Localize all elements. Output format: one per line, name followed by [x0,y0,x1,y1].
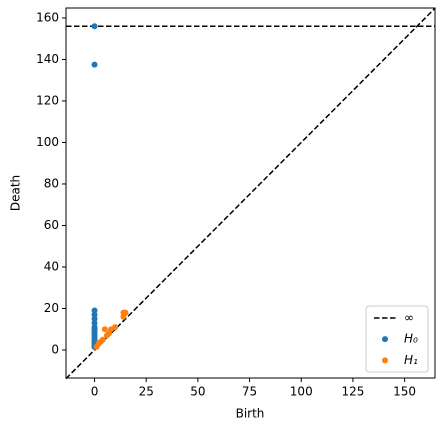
y-tick-label: 40 [44,259,59,273]
legend-label: H₀ [404,332,418,346]
legend-label: ∞ [404,311,414,325]
x-tick-label: 150 [393,385,416,399]
y-tick-label: 140 [36,52,59,66]
legend-marker [382,357,388,364]
x-tick-label: 100 [290,385,313,399]
y-tick-label: 60 [44,218,59,232]
x-tick-label: 125 [341,385,364,399]
y-tick-label: 20 [44,301,59,315]
point [91,315,98,322]
y-tick-label: 160 [36,10,59,24]
point [91,307,98,314]
diagonal [65,7,436,380]
legend-box [365,305,429,373]
legend-label: H₁ [404,353,418,367]
x-tick-label: 75 [242,385,257,399]
point [112,324,119,331]
x-tick-label: 25 [139,385,154,399]
y-tick-label: 80 [44,176,59,190]
x-axis-label: Birth [236,407,265,421]
point [91,320,98,327]
point [101,326,108,333]
x-tick-label: 0 [91,385,99,399]
point [99,336,106,343]
y-tick-label: 100 [36,135,59,149]
x-tick-label: 50 [190,385,205,399]
point [91,311,98,318]
y-axis-label: Death [9,175,23,211]
axes-frame [65,7,436,379]
point [91,23,98,30]
point [122,309,129,316]
y-tick-label: 0 [51,342,59,356]
legend-marker [382,336,388,343]
point [91,61,98,68]
y-tick-label: 120 [36,93,59,107]
